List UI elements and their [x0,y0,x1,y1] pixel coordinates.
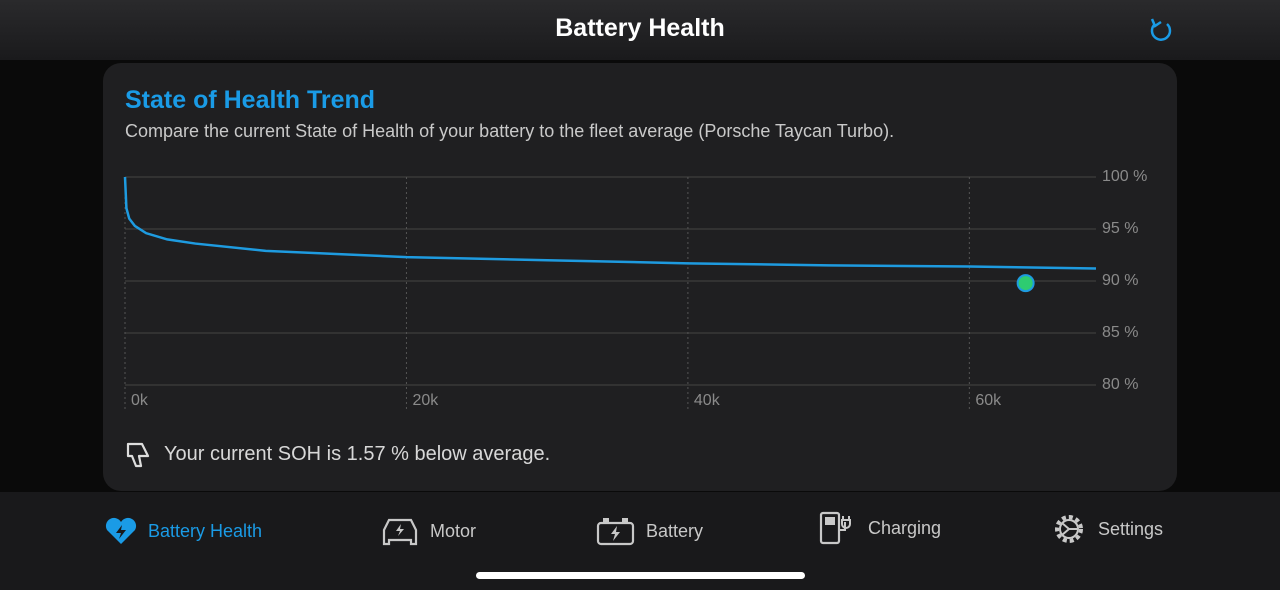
card-subtitle: Compare the current State of Health of y… [125,121,895,141]
tab[interactable]: Motor [380,516,476,546]
tab-label: Settings [1098,518,1164,539]
tab[interactable]: Battery Health [104,516,262,546]
tab[interactable]: Settings [1052,512,1163,546]
tab[interactable]: Battery [596,516,703,546]
soh-message: Your current SOH is 1.57 % below average… [164,443,551,465]
fleet-average-line [123,176,1097,270]
header-title: Battery Health [555,14,725,42]
tab-icon [596,518,635,546]
tab-label: Charging [868,517,942,538]
y-tick-label: 90 % [1102,272,1138,289]
tab-label: Motor [430,520,477,541]
home-indicator [476,572,805,579]
y-tick-label: 95 % [1102,220,1138,237]
thumbs-down-icon [126,442,150,468]
tab[interactable]: Charging [818,510,941,546]
x-tick-label: 60k [975,392,1002,409]
x-tick-label: 40k [694,392,721,409]
tab-label: Battery [646,520,704,541]
card [103,63,1177,491]
y-tick-label: 80 % [1102,376,1138,393]
card-title: State of Health Trend [125,86,376,114]
y-tick-label: 100 % [1102,168,1147,185]
tab-icon [105,517,137,544]
x-tick-label: 0k [131,392,149,409]
x-tick-label: 20k [412,392,439,409]
chart: 80 % 85 % 90 % 95 % 100 % 0k 20k 40k 60k [123,168,1147,410]
tab-icon [819,511,851,545]
refresh-button[interactable] [1146,14,1176,46]
tab-icon [1055,515,1083,543]
tab-icon [382,518,418,546]
current-soh-point [1016,274,1035,293]
y-tick-label: 85 % [1102,324,1138,341]
header-bar [0,0,1280,60]
tab-label: Battery Health [148,520,263,541]
